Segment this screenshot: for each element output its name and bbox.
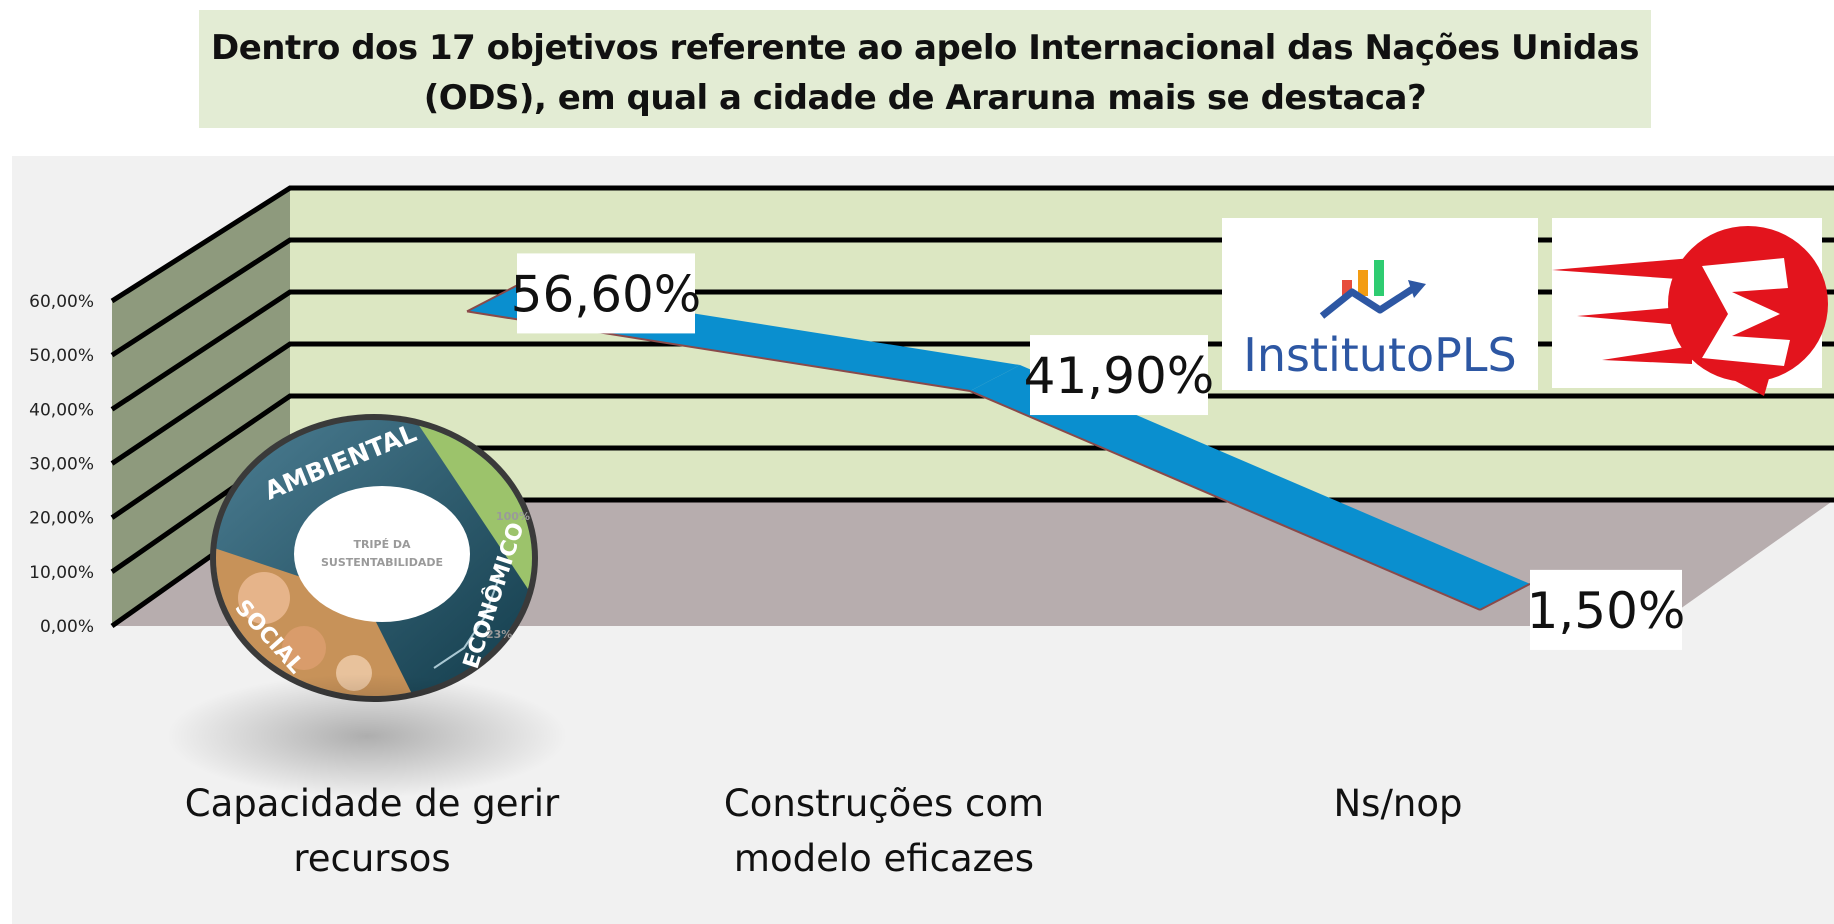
category-labels: Capacidade de gerir recursos Construções c…	[185, 782, 1463, 880]
y-tick-label: 30,00%	[29, 455, 94, 475]
badge-center-line-2: SUSTENTABILIDADE	[321, 556, 443, 569]
category-label: modelo eficazes	[734, 837, 1034, 880]
ribbon-start-edge	[466, 284, 518, 313]
y-tick-label: 20,00%	[29, 509, 94, 529]
gridline	[110, 185, 1834, 304]
category-label: Capacidade de gerir	[185, 782, 560, 825]
y-tick-label: 50,00%	[29, 346, 94, 366]
ribbon-segment	[970, 365, 1530, 610]
data-label: 41,90%	[1024, 347, 1215, 405]
chart-title-line-2: (ODS), em qual a cidade de Araruna mais …	[423, 78, 1427, 118]
chart-panel: 0,00% 10,00% 20,00% 30,00% 40,00% 50,00% 60,00…	[12, 156, 1834, 924]
data-label-box	[1030, 335, 1208, 416]
y-axis-tick-labels: 0,00% 10,00% 20,00% 30,00% 40,00% 50,00% 60,00…	[29, 292, 94, 637]
badge-center-line-1: TRIPÉ DA	[353, 538, 411, 551]
data-label: 56,60%	[511, 265, 702, 323]
sustainability-tripod-badge: TRIPÉ DA SUSTENTABILIDADE AMBIENTAL ECON…	[210, 414, 538, 702]
y-tick-label: 0,00%	[40, 617, 94, 637]
chart-title-line-1: Dentro dos 17 objetivos referente ao ape…	[210, 28, 1640, 68]
data-label-box	[517, 253, 695, 334]
category-label: Construções com	[724, 782, 1044, 825]
category-label-shadow	[167, 674, 567, 798]
ribbon-front-edge	[969, 390, 1481, 611]
rising-bar-chart-arrow-icon	[1319, 260, 1426, 319]
category-label: Ns/nop	[1334, 782, 1463, 825]
gridline	[110, 393, 1834, 520]
badge-mark-100: 100%	[496, 510, 530, 523]
badge-mark-23: 23%	[486, 628, 512, 641]
data-labels: 56,60% 41,90% 1,50%	[511, 253, 1686, 650]
ribbon-chart: 0,00% 10,00% 20,00% 30,00% 40,00% 50,00% 60,00…	[29, 185, 1834, 880]
ribbon-end-edge	[1479, 582, 1531, 611]
y-tick-label: 10,00%	[29, 563, 94, 583]
y-tick-label: 60,00%	[29, 292, 94, 312]
y-tick-label: 40,00%	[29, 400, 94, 420]
red-speech-bubble-e-logo	[1552, 218, 1828, 396]
data-label: 1,50%	[1527, 582, 1686, 640]
institutopls-logo: InstitutoPLS	[1222, 218, 1538, 390]
category-label: recursos	[293, 837, 450, 880]
data-label-box	[1530, 569, 1682, 650]
chart-title-box: Dentro dos 17 objetivos referente ao ape…	[199, 10, 1651, 128]
institutopls-logo-text: InstitutoPLS	[1243, 328, 1516, 382]
